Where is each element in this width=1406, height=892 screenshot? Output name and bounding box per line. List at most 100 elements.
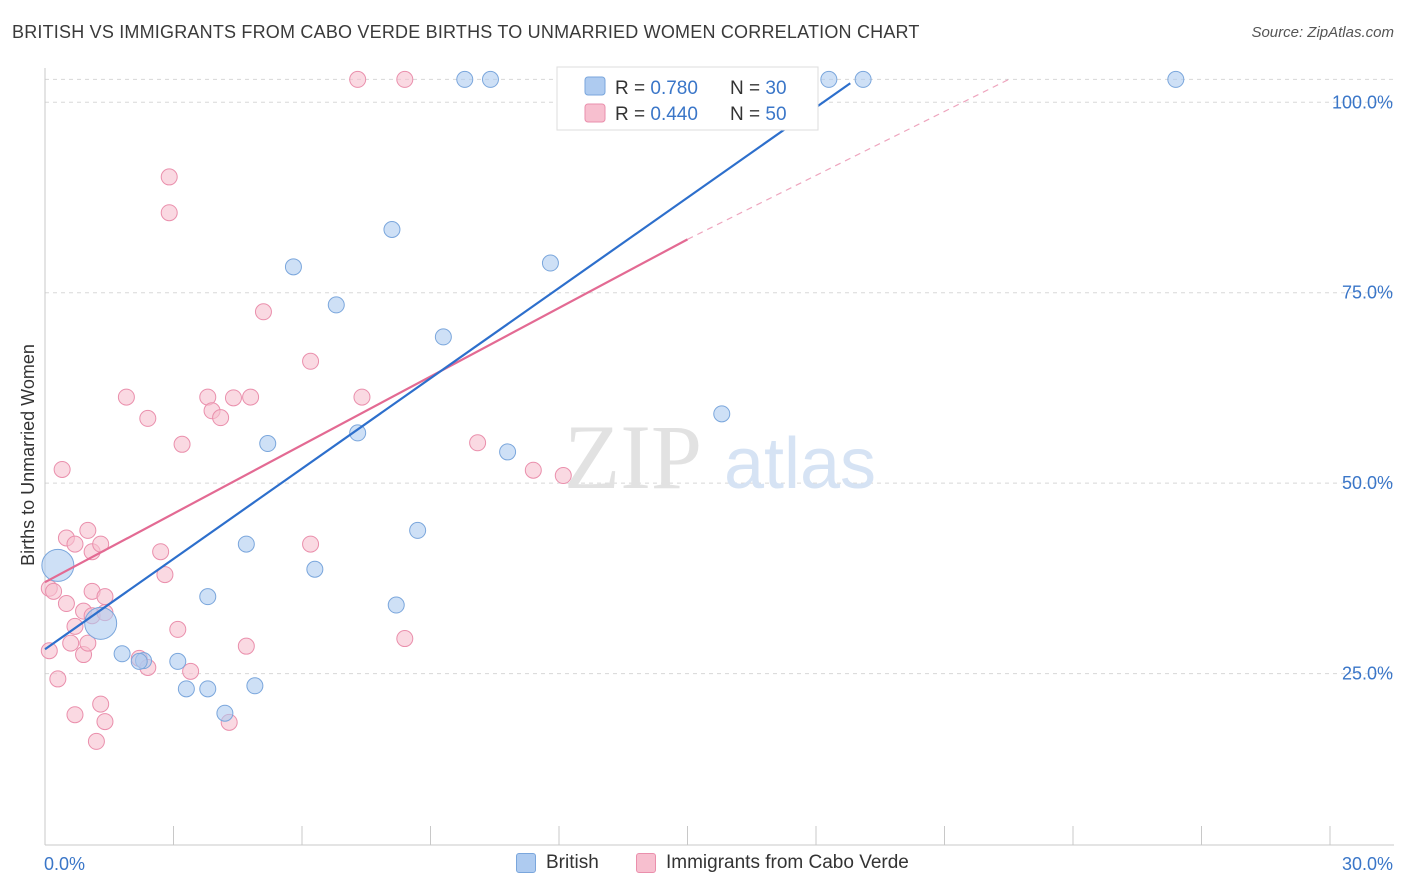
cabo-point — [396, 630, 414, 648]
y-tick-labels: 25.0% 50.0% 75.0% 100.0% — [1332, 92, 1393, 683]
british-point — [409, 521, 427, 539]
x-tick-label-1: 30.0% — [1342, 854, 1393, 874]
cabo-point — [182, 662, 200, 680]
y-tick-label-0: 25.0% — [1342, 664, 1393, 684]
cabo-point — [87, 732, 105, 750]
cabo-point — [237, 637, 255, 655]
cabo-point — [79, 634, 97, 652]
cabo-point — [139, 409, 157, 427]
legend-n-value-british: 30 — [765, 78, 786, 99]
svg-text:N = 50: N = 50 — [730, 104, 787, 125]
british-point — [456, 70, 474, 88]
british-point — [499, 443, 517, 461]
cabo-point — [160, 204, 178, 222]
cabo-point — [49, 670, 67, 688]
series-cabo-verde — [40, 70, 572, 750]
watermark-atlas: atlas — [724, 424, 876, 504]
legend-label-cabo-verde: Immigrants from Cabo Verde — [666, 852, 909, 873]
cabo-swatch — [636, 853, 656, 873]
legend-n-value-cabo: 50 — [765, 104, 786, 125]
cabo-point — [57, 595, 75, 613]
legend-swatch-cabo — [584, 103, 606, 123]
legend-item-cabo-verde[interactable]: Immigrants from Cabo Verde — [636, 852, 909, 874]
british-point — [306, 560, 324, 578]
cabo-point — [524, 461, 542, 479]
british-point — [216, 704, 234, 722]
british-point — [246, 677, 264, 695]
british-point — [854, 70, 872, 88]
cabo-point — [302, 535, 320, 553]
british-point — [387, 596, 405, 614]
cabo-point — [152, 543, 170, 561]
cabo-trend-line — [44, 238, 689, 584]
cabo-trend-extension — [687, 78, 1010, 240]
x-tick-label-0: 0.0% — [44, 854, 85, 874]
watermark-zip: ZIP — [564, 406, 702, 508]
legend-n-label-british: N = — [730, 78, 765, 99]
british-point — [349, 424, 367, 442]
british-point — [541, 254, 559, 272]
legend-item-british[interactable]: British — [516, 852, 599, 874]
british-swatch — [516, 853, 536, 873]
cabo-point — [53, 460, 71, 478]
cabo-point — [224, 389, 242, 407]
british-point — [169, 652, 187, 670]
british-point — [199, 588, 217, 606]
legend-r-value-cabo: 0.440 — [650, 104, 698, 125]
british-point — [41, 548, 75, 582]
british-point — [434, 328, 452, 346]
chart-title: BRITISH VS IMMIGRANTS FROM CABO VERDE BI… — [12, 22, 920, 42]
cabo-point — [62, 634, 80, 652]
series-british — [41, 70, 1185, 722]
svg-text:N = 30: N = 30 — [730, 78, 787, 99]
cabo-point — [469, 434, 487, 452]
cabo-point — [160, 168, 178, 186]
cabo-point — [156, 566, 174, 584]
british-point — [284, 258, 302, 276]
x-tick-labels: 0.0% 30.0% — [44, 854, 1393, 874]
cabo-point — [169, 620, 187, 638]
cabo-point — [302, 352, 320, 370]
cabo-point — [396, 70, 414, 88]
legend-r-value-british: 0.780 — [650, 78, 698, 99]
svg-text:R = 0.440: R = 0.440 — [615, 104, 698, 125]
cabo-point — [212, 409, 230, 427]
british-point — [383, 220, 401, 238]
legend-n-label-cabo: N = — [730, 104, 765, 125]
source-label: Source: ZipAtlas.com — [1251, 24, 1394, 41]
cabo-point — [66, 706, 84, 724]
stats-legend: R = 0.780 N = 30 R = 0.440 N = 50 — [556, 66, 819, 131]
cabo-point — [349, 70, 367, 88]
british-point — [130, 652, 148, 670]
cabo-point — [353, 388, 371, 406]
british-point — [327, 296, 345, 314]
legend-swatch-british — [584, 76, 606, 96]
cabo-point — [96, 713, 114, 731]
y-axis-label: Births to Unmarried Women — [18, 344, 38, 566]
y-tick-label-2: 75.0% — [1342, 283, 1393, 303]
legend-label-british: British — [546, 852, 599, 873]
british-point — [1167, 70, 1185, 88]
y-tick-label-3: 100.0% — [1332, 92, 1393, 112]
cabo-point — [554, 467, 572, 485]
cabo-point — [66, 535, 84, 553]
british-point — [237, 535, 255, 553]
cabo-point — [173, 435, 191, 453]
cabo-point — [40, 642, 58, 660]
british-point — [84, 606, 118, 640]
legend-r-label-cabo: R = — [615, 104, 650, 125]
grid-lines — [45, 78, 1394, 675]
cabo-point — [254, 303, 272, 321]
british-point — [113, 645, 131, 663]
british-point — [713, 405, 731, 423]
svg-text:R = 0.780: R = 0.780 — [615, 78, 698, 99]
trend-lines — [44, 78, 1010, 651]
y-tick-label-1: 50.0% — [1342, 473, 1393, 493]
cabo-point — [79, 521, 97, 539]
british-trend-line — [44, 82, 851, 651]
cabo-point — [45, 582, 63, 600]
british-point — [259, 435, 277, 453]
cabo-point — [117, 388, 135, 406]
british-point — [199, 680, 217, 698]
